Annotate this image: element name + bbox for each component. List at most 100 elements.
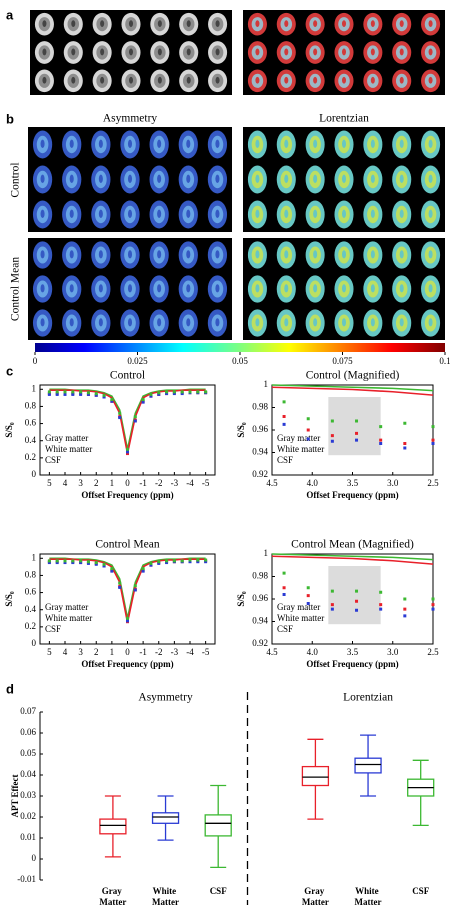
data-point xyxy=(118,416,121,419)
x-tick-label: -5 xyxy=(202,478,210,488)
highlight-region xyxy=(328,566,380,624)
brain-ventricle xyxy=(400,250,404,258)
brain-ventricle xyxy=(284,284,288,292)
brain-ventricle xyxy=(313,77,317,84)
data-point xyxy=(189,390,192,393)
brain-ventricle xyxy=(284,318,288,326)
y-tick-label: 0.96 xyxy=(252,593,268,603)
data-point xyxy=(64,390,67,393)
column-title: Asymmetry xyxy=(103,113,158,125)
box xyxy=(355,758,381,773)
brain-ventricle xyxy=(371,49,375,56)
brain-ventricle xyxy=(100,49,104,56)
brain-ventricle xyxy=(342,210,346,218)
x-axis-title: Offset Frequency (ppm) xyxy=(81,490,173,500)
brain-ventricle xyxy=(342,20,346,27)
brain-ventricle xyxy=(42,20,46,27)
chart-title: Control Mean (Magnified) xyxy=(291,539,414,551)
data-point xyxy=(95,561,98,564)
brain-ventricle xyxy=(255,284,259,292)
data-point xyxy=(307,594,310,597)
x-axis-title: Offset Frequency (ppm) xyxy=(306,490,398,500)
brain-ventricle xyxy=(255,20,259,27)
data-point xyxy=(355,432,358,435)
y-tick-label: 0.07 xyxy=(20,706,36,716)
brain-ventricle xyxy=(157,140,161,148)
brain-ventricle xyxy=(342,318,346,326)
brain-ventricle xyxy=(186,175,190,183)
x-tick-label: -3 xyxy=(171,478,179,488)
data-point xyxy=(103,394,106,397)
y-tick-label: 0 xyxy=(32,469,37,479)
brain-ventricle xyxy=(129,77,133,84)
data-point xyxy=(379,442,382,445)
brain-ventricle xyxy=(128,318,132,326)
data-point xyxy=(79,390,82,393)
brain-ventricle xyxy=(70,210,74,218)
brain-ventricle xyxy=(41,140,45,148)
data-point xyxy=(56,390,59,393)
brain-ventricle xyxy=(255,318,259,326)
y-tick-label: 0.94 xyxy=(252,447,268,457)
brain-ventricle xyxy=(371,77,375,84)
data-point xyxy=(283,415,286,418)
data-point xyxy=(196,559,199,562)
y-tick-label: 1 xyxy=(264,548,269,558)
y-tick-label: 0 xyxy=(32,853,37,863)
brain-ventricle xyxy=(284,77,288,84)
brain-ventricle xyxy=(186,210,190,218)
data-point xyxy=(283,572,286,575)
data-point xyxy=(165,559,168,562)
data-point xyxy=(307,438,310,441)
data-point xyxy=(142,567,145,570)
x-tick-label: -1 xyxy=(139,478,147,488)
data-point xyxy=(71,393,74,396)
brain-ventricle xyxy=(187,20,191,27)
box xyxy=(100,819,126,834)
x-tick-label: 2.5 xyxy=(427,478,439,488)
data-point xyxy=(379,608,382,611)
brain-ventricle xyxy=(313,140,317,148)
chart-title: Control Mean xyxy=(95,539,159,551)
brain-ventricle xyxy=(128,175,132,183)
legend-entry: White matter xyxy=(45,444,92,454)
brain-ventricle xyxy=(70,284,74,292)
y-tick-label: -0.01 xyxy=(17,874,36,884)
brain-ventricle xyxy=(99,250,103,258)
brain-ventricle xyxy=(313,20,317,27)
x-axis-title: Offset Frequency (ppm) xyxy=(306,659,398,669)
brain-ventricle xyxy=(255,77,259,84)
brain-ventricle xyxy=(371,140,375,148)
y-tick-label: 0.8 xyxy=(25,569,37,579)
data-point xyxy=(64,393,67,396)
brain-ventricle xyxy=(429,49,433,56)
y-tick-label: 0.98 xyxy=(252,402,268,412)
data-point xyxy=(307,586,310,589)
brain-ventricle xyxy=(400,175,404,183)
brain-ventricle xyxy=(284,49,288,56)
data-point xyxy=(79,559,82,562)
row-title: Control xyxy=(10,162,22,197)
data-point xyxy=(134,584,137,587)
x-tick-label: -1 xyxy=(139,647,147,657)
brain-ventricle xyxy=(41,284,45,292)
brain-ventricle xyxy=(429,284,433,292)
data-point xyxy=(196,390,199,393)
category-label: White Matter xyxy=(152,886,179,906)
colorbar-label: 0.025 xyxy=(127,356,148,366)
brain-ventricle xyxy=(284,210,288,218)
group-title: Asymmetry xyxy=(138,692,193,704)
brain-ventricle xyxy=(255,175,259,183)
category-label: Gray Matter xyxy=(99,886,126,906)
legend-entry: Gray matter xyxy=(277,602,320,612)
panel-label: a xyxy=(6,7,14,22)
data-point xyxy=(355,600,358,603)
y-tick-label: 1 xyxy=(264,379,269,389)
column-title: Lorentzian xyxy=(319,113,369,125)
x-tick-label: -5 xyxy=(202,647,210,657)
x-tick-label: 4.0 xyxy=(307,478,319,488)
legend-entry: Gray matter xyxy=(45,602,88,612)
data-point xyxy=(204,559,207,562)
brain-ventricle xyxy=(255,140,259,148)
brain-ventricle xyxy=(215,140,219,148)
